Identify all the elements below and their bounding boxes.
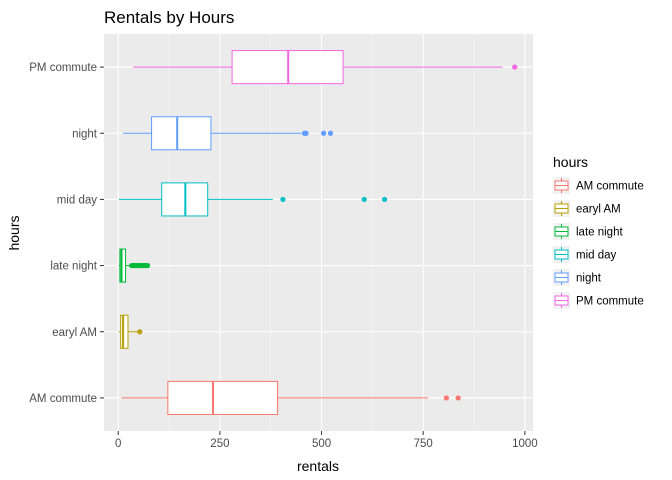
legend-item: PM commute (553, 292, 644, 309)
legend: hours AM commute earyl AM late night mid da… (553, 154, 644, 309)
outlier-point (327, 130, 334, 136)
legend-label: AM commute (576, 181, 644, 193)
box-4 (123, 116, 334, 151)
legend-label: night (576, 273, 602, 285)
outlier-point (381, 196, 388, 203)
outlier-point (455, 395, 461, 401)
box-iqr (120, 314, 129, 349)
legend-label: PM commute (576, 296, 644, 308)
outlier-point (137, 329, 143, 335)
box-iqr (151, 116, 212, 151)
x-axis-title: rentals (297, 458, 339, 474)
legend-item: AM commute (553, 177, 644, 194)
y-tick-label: earyl AM (52, 327, 97, 339)
outlier-point (144, 262, 151, 269)
x-tick-label: 250 (210, 438, 229, 450)
y-axis: AM commute earyl AM late night mid day night… (29, 62, 104, 405)
y-tick-label: PM commute (29, 62, 97, 74)
box-iqr (167, 380, 279, 415)
legend-item: late night (553, 223, 623, 240)
outlier-point (512, 64, 518, 70)
x-tick-label: 750 (414, 438, 433, 450)
plot-panel (104, 34, 533, 431)
legend-item: night (553, 269, 602, 286)
legend-item: mid day (553, 246, 617, 263)
box-1 (118, 314, 143, 349)
x-tick-label: 1000 (512, 438, 538, 450)
box-0 (121, 380, 461, 415)
legend-label: earyl AM (576, 204, 621, 216)
outlier-point (320, 130, 327, 136)
outlier-point (443, 395, 449, 401)
box-layer (118, 50, 518, 415)
x-axis: 0 250 500 750 1000 (115, 431, 538, 450)
y-axis-title: hours (6, 215, 22, 250)
outlier-point (303, 130, 309, 136)
grid-lines (104, 34, 533, 431)
box-2 (118, 248, 151, 283)
outlier-point (280, 196, 286, 203)
y-tick-label: night (72, 128, 98, 140)
legend-label: mid day (576, 250, 617, 262)
y-tick-label: late night (50, 261, 97, 273)
box-iqr (119, 248, 127, 283)
box-3 (119, 182, 388, 217)
outlier-point (361, 196, 367, 203)
legend-item: earyl AM (553, 200, 621, 217)
legend-title: hours (553, 154, 588, 170)
chart-title: Rentals by Hours (104, 8, 234, 27)
box-5 (133, 50, 518, 85)
x-tick-label: 0 (115, 438, 121, 450)
legend-label: late night (576, 227, 623, 239)
y-tick-label: AM commute (29, 393, 97, 405)
y-tick-label: mid day (57, 194, 98, 206)
x-tick-label: 500 (312, 438, 331, 450)
